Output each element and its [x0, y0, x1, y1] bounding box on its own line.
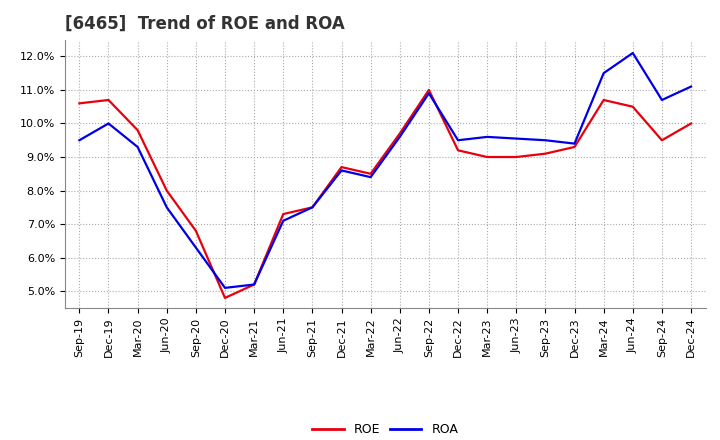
Line: ROA: ROA	[79, 53, 691, 288]
ROE	[163, 188, 171, 193]
ROE	[541, 151, 550, 156]
ROE	[425, 87, 433, 92]
ROA	[657, 97, 666, 103]
ROE	[629, 104, 637, 109]
Text: [6465]  Trend of ROE and ROA: [6465] Trend of ROE and ROA	[65, 15, 345, 33]
ROA	[512, 136, 521, 141]
ROE	[687, 121, 696, 126]
ROA	[570, 141, 579, 146]
ROA	[279, 218, 287, 224]
ROE	[657, 138, 666, 143]
ROA	[133, 144, 142, 150]
ROA	[454, 138, 462, 143]
ROE	[308, 205, 317, 210]
ROA	[75, 138, 84, 143]
ROE	[512, 154, 521, 160]
ROA	[308, 205, 317, 210]
ROE	[220, 295, 229, 301]
ROA	[629, 51, 637, 56]
ROA	[163, 205, 171, 210]
ROE	[279, 211, 287, 216]
ROE	[104, 97, 113, 103]
ROA	[425, 91, 433, 96]
ROE	[395, 131, 404, 136]
ROE	[599, 97, 608, 103]
ROA	[395, 134, 404, 139]
ROE	[570, 144, 579, 150]
ROE	[133, 128, 142, 133]
ROE	[337, 165, 346, 170]
ROA	[250, 282, 258, 287]
ROE	[75, 101, 84, 106]
ROA	[599, 70, 608, 76]
Line: ROE: ROE	[79, 90, 691, 298]
ROE	[454, 148, 462, 153]
ROA	[104, 121, 113, 126]
ROE	[192, 228, 200, 234]
ROA	[541, 138, 550, 143]
ROA	[483, 134, 492, 139]
ROA	[220, 285, 229, 290]
Legend: ROE, ROA: ROE, ROA	[307, 418, 463, 440]
ROE	[366, 171, 375, 176]
ROA	[192, 245, 200, 250]
ROA	[337, 168, 346, 173]
ROA	[687, 84, 696, 89]
ROE	[250, 282, 258, 287]
ROA	[366, 175, 375, 180]
ROE	[483, 154, 492, 160]
